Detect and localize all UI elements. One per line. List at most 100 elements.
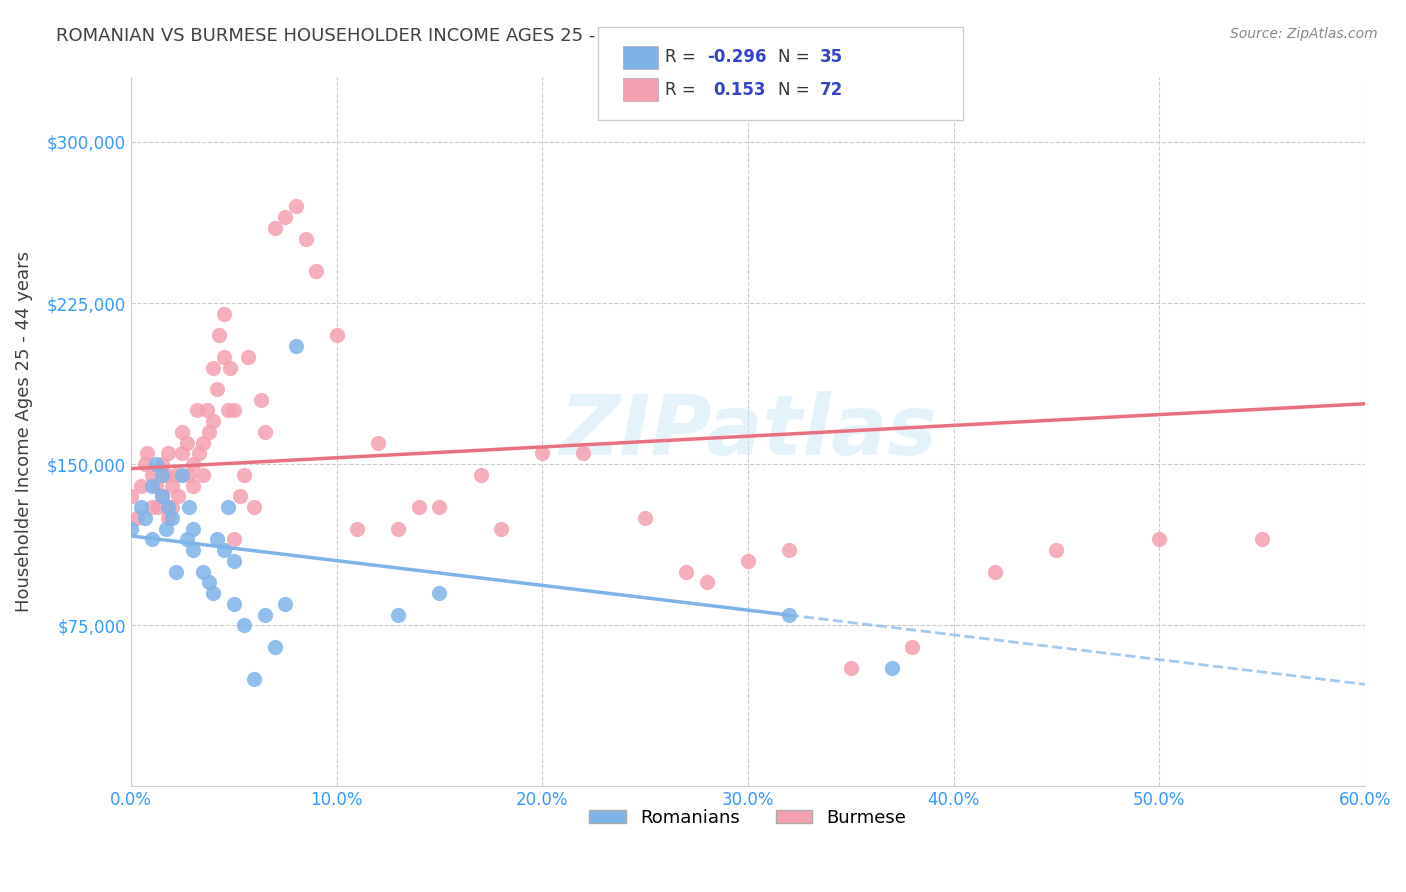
Point (305, 264, 328, 278)
Point (202, 414, 225, 428)
Text: -0.296: -0.296 (707, 48, 766, 66)
Point (195, 403, 218, 417)
Point (346, 522, 368, 536)
Point (531, 446, 554, 460)
Text: N =: N = (778, 80, 814, 98)
Legend: Romanians, Burmese: Romanians, Burmese (582, 802, 914, 834)
Point (207, 382, 229, 396)
Point (233, 618, 256, 632)
Point (202, 360, 225, 375)
Point (249, 392, 271, 407)
Point (172, 467, 194, 482)
Point (156, 446, 179, 460)
Point (176, 435, 198, 450)
Point (191, 565, 214, 579)
Point (129, 500, 152, 515)
Point (181, 478, 204, 492)
Text: 0.153: 0.153 (713, 80, 765, 98)
Point (129, 478, 152, 492)
Point (160, 511, 183, 525)
Point (212, 307, 235, 321)
Point (181, 522, 204, 536)
Point (156, 511, 179, 525)
Point (141, 500, 163, 515)
Text: 72: 72 (820, 80, 844, 98)
Point (470, 467, 492, 482)
Point (150, 467, 173, 482)
Point (141, 533, 163, 547)
Point (202, 586, 225, 600)
Point (172, 446, 194, 460)
Point (212, 543, 235, 558)
Point (187, 446, 209, 460)
Point (145, 457, 167, 471)
Point (880, 661, 903, 675)
Point (150, 490, 173, 504)
Point (901, 640, 924, 654)
Text: N =: N = (778, 48, 814, 66)
Point (141, 478, 163, 492)
Point (120, 490, 142, 504)
Point (675, 565, 697, 579)
Point (737, 554, 759, 568)
Point (217, 403, 239, 417)
Point (198, 575, 221, 590)
Point (186, 403, 208, 417)
Point (167, 490, 190, 504)
Point (264, 220, 287, 235)
Point (127, 511, 149, 525)
Point (367, 435, 389, 450)
Point (1045, 543, 1067, 558)
Point (325, 328, 347, 343)
Text: ZIPatlas: ZIPatlas (560, 392, 936, 473)
Point (238, 350, 260, 364)
Point (243, 500, 266, 515)
Point (136, 446, 159, 460)
Point (983, 565, 1005, 579)
Point (284, 199, 307, 213)
Point (172, 425, 194, 439)
Point (696, 575, 718, 590)
Point (634, 511, 657, 525)
Point (294, 231, 316, 245)
Point (243, 672, 266, 686)
Point (233, 467, 256, 482)
Point (387, 607, 409, 622)
Point (191, 467, 214, 482)
Point (222, 597, 245, 611)
Point (165, 565, 187, 579)
Point (264, 640, 287, 654)
Point (429, 586, 451, 600)
Point (572, 446, 595, 460)
Point (778, 543, 800, 558)
Point (134, 511, 156, 525)
Point (198, 425, 221, 439)
Point (274, 210, 297, 224)
Point (222, 403, 245, 417)
Point (155, 522, 177, 536)
Point (408, 500, 430, 515)
Point (150, 490, 173, 504)
Point (217, 500, 239, 515)
Point (207, 533, 229, 547)
Point (839, 661, 862, 675)
Point (120, 522, 142, 536)
Text: Source: ZipAtlas.com: Source: ZipAtlas.com (1230, 27, 1378, 41)
Point (181, 543, 204, 558)
Point (160, 500, 183, 515)
Point (146, 500, 169, 515)
Point (208, 328, 231, 343)
Point (222, 533, 245, 547)
Text: 35: 35 (820, 48, 842, 66)
Point (218, 360, 240, 375)
Point (429, 500, 451, 515)
Point (253, 425, 276, 439)
Point (181, 457, 204, 471)
Point (191, 435, 214, 450)
Point (177, 500, 200, 515)
Text: ROMANIAN VS BURMESE HOUSEHOLDER INCOME AGES 25 - 44 YEARS CORRELATION CHART: ROMANIAN VS BURMESE HOUSEHOLDER INCOME A… (56, 27, 889, 45)
Text: R =: R = (665, 48, 702, 66)
Point (1251, 533, 1274, 547)
Point (177, 467, 200, 482)
Point (387, 522, 409, 536)
